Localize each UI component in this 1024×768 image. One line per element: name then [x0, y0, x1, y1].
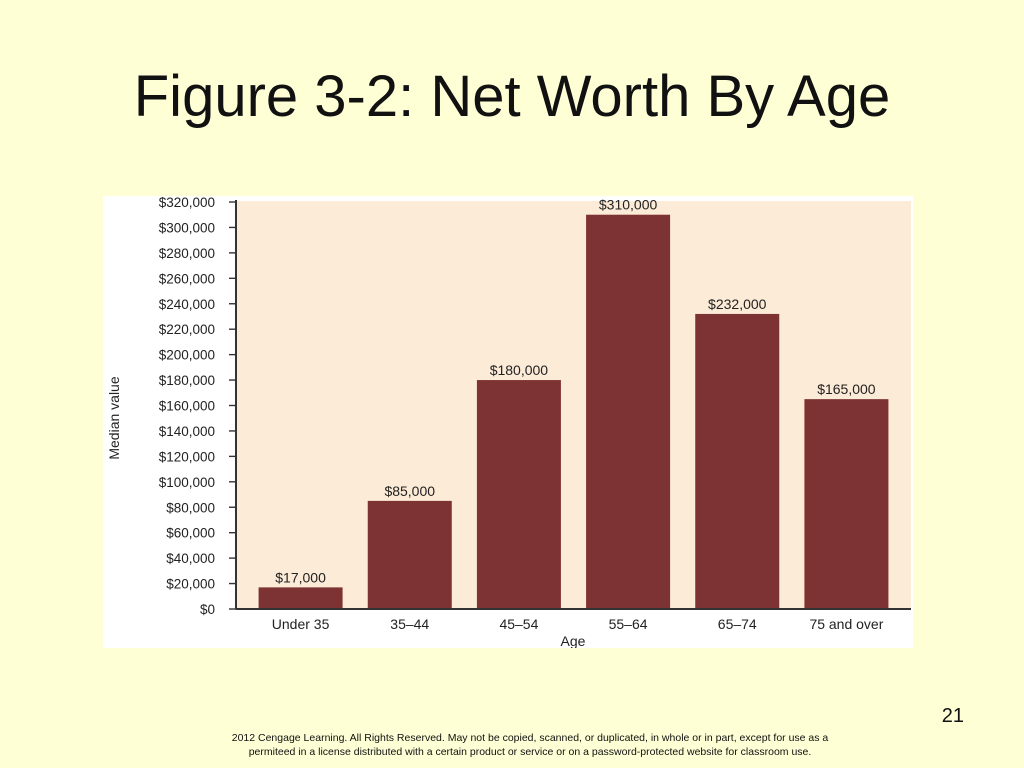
x-axis-title: Age — [561, 633, 586, 648]
bar-value-label: $17,000 — [275, 569, 326, 585]
footer-line: 2012 Cengage Learning. All Rights Reserv… — [231, 732, 829, 744]
x-category-label: 55–64 — [609, 616, 648, 632]
y-tick-label: $180,000 — [159, 373, 215, 388]
bar-value-label: $310,000 — [599, 197, 658, 213]
y-tick-label: $240,000 — [159, 297, 215, 312]
bar — [586, 214, 671, 609]
y-tick-label: $0 — [200, 602, 215, 617]
y-tick-label: $160,000 — [159, 399, 215, 414]
y-tick-label: $60,000 — [166, 526, 215, 541]
chart-container: $0 $20,000 $40,000 $60,000 $80,000 $100,000 $1… — [103, 196, 913, 648]
y-tick-label: $220,000 — [159, 322, 215, 337]
y-tick-label: $40,000 — [166, 551, 215, 566]
bar — [695, 313, 780, 609]
bar — [476, 380, 561, 609]
x-category-label: 45–54 — [499, 616, 538, 632]
y-tick-label: $300,000 — [159, 220, 215, 235]
page-number: 21 — [941, 705, 964, 727]
y-tick-label: $140,000 — [159, 424, 215, 439]
y-tick-label: $200,000 — [159, 348, 215, 363]
x-category-label: Under 35 — [272, 616, 330, 632]
footer-line: permiteed in a license distributed with … — [248, 746, 812, 758]
slide-title: Figure 3-2: Net Worth By Age — [133, 64, 891, 129]
y-tick-label: $260,000 — [159, 271, 215, 286]
plot-area — [236, 201, 911, 609]
bar-value-label: $85,000 — [384, 483, 435, 499]
bar-value-label: $232,000 — [708, 296, 767, 312]
bar — [258, 587, 343, 609]
bar-value-label: $165,000 — [817, 381, 876, 397]
x-category-label: 75 and over — [809, 616, 883, 632]
y-tick-label: $320,000 — [159, 196, 215, 210]
bar — [804, 399, 889, 609]
y-tick-label: $120,000 — [159, 449, 215, 464]
y-tick-label: $80,000 — [166, 500, 215, 515]
bar-chart: $0 $20,000 $40,000 $60,000 $80,000 $100,000 $1… — [106, 196, 911, 648]
x-category-label: 65–74 — [718, 616, 757, 632]
y-tick-label: $100,000 — [159, 475, 215, 490]
copyright-footer: 2012 Cengage Learning. All Rights Reserv… — [170, 731, 890, 759]
bar — [367, 500, 452, 609]
y-tick-label: $20,000 — [166, 577, 215, 592]
bar-value-label: $180,000 — [490, 362, 549, 378]
y-tick-label: $280,000 — [159, 246, 215, 261]
y-axis-title: Median value — [106, 376, 122, 459]
x-category-label: 35–44 — [390, 616, 429, 632]
